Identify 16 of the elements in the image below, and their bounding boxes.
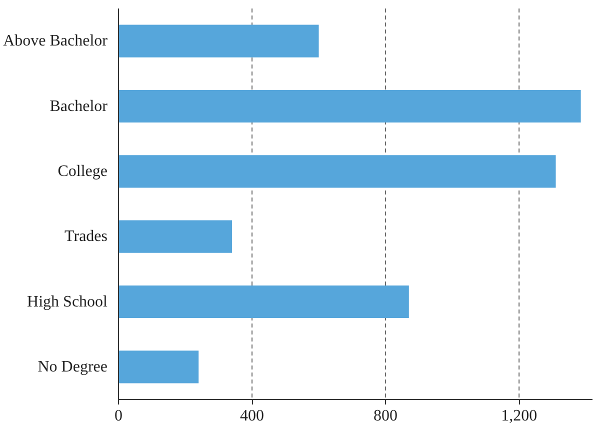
bar: [118, 220, 232, 253]
y-tick-label: High School: [27, 293, 108, 310]
x-tick-label: 800: [374, 408, 398, 423]
x-tick-label: 1,200: [501, 408, 538, 423]
y-tick-label: No Degree: [38, 358, 108, 376]
y-tick-label: Trades: [64, 228, 108, 246]
x-tick-label: 400: [240, 408, 264, 423]
bar: [118, 90, 581, 123]
bar: [118, 24, 319, 58]
y-tick-label: College: [58, 162, 108, 180]
bar: [118, 285, 409, 318]
bar: [118, 155, 556, 188]
x-tick-label: 0: [114, 408, 122, 423]
y-tick-label: Bachelor: [50, 98, 108, 115]
y-tick-label: Above Bachelor: [3, 32, 108, 50]
bar: [118, 350, 199, 384]
